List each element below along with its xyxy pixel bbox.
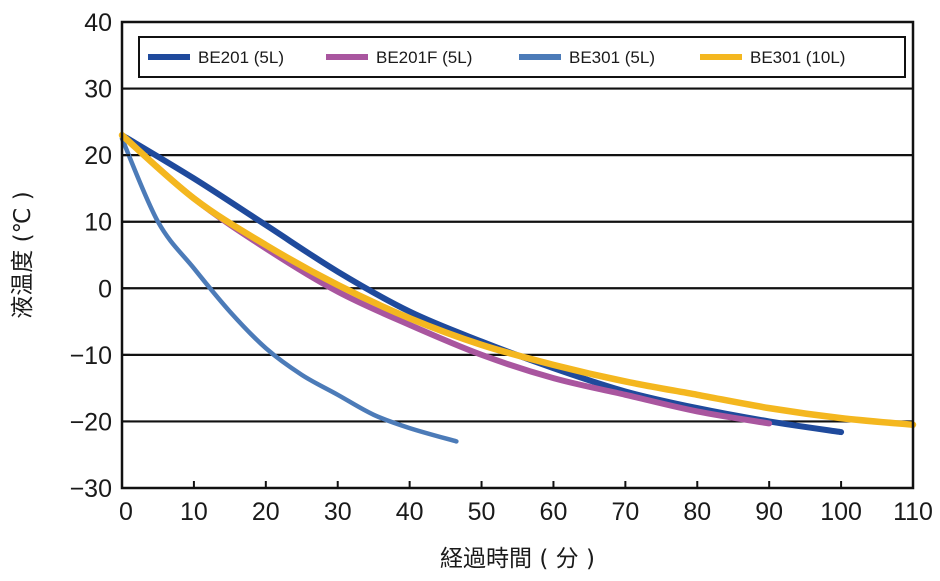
legend-label: BE201 (5L) (198, 48, 284, 67)
x-tick-label: 70 (611, 498, 639, 526)
y-tick-label: −30 (70, 475, 112, 503)
x-tick-label: 90 (755, 498, 783, 526)
y-tick-label: −20 (70, 408, 112, 436)
y-tick-label: 20 (84, 142, 112, 170)
x-tick-label: 80 (683, 498, 711, 526)
x-tick-label: 20 (252, 498, 280, 526)
legend: BE201 (5L) BE201F (5L) BE301 (5L) BE301 (10… (138, 36, 906, 78)
legend-label: BE201F (5L) (376, 48, 472, 67)
x-axis-ticks: 0 10 20 30 40 50 60 70 80 90 100 110 (119, 481, 933, 526)
y-tick-label: −10 (70, 342, 112, 370)
y-tick-label: 10 (84, 209, 112, 237)
plot-frame (120, 20, 915, 490)
legend-label: BE301 (10L) (750, 48, 845, 67)
y-tick-label: 0 (98, 275, 112, 303)
y-axis-title: 液温度 (℃ ) (10, 191, 36, 318)
x-tick-label: 0 (119, 498, 133, 526)
series-lines (118, 131, 917, 444)
x-axis-title: 経過時間 ( 分 ) (440, 546, 595, 572)
gridlines (122, 87, 913, 423)
x-tick-label: 50 (468, 498, 496, 526)
y-tick-label: 30 (84, 76, 112, 104)
series-line-0 (119, 132, 845, 436)
x-tick-label: 10 (180, 498, 208, 526)
x-tick-label: 110 (893, 498, 933, 526)
x-tick-label: 60 (540, 498, 568, 526)
series-line-1 (119, 132, 773, 427)
legend-label: BE301 (5L) (569, 48, 655, 67)
x-tick-label: 40 (396, 498, 424, 526)
series-line-3 (118, 131, 917, 429)
y-tick-label: 40 (84, 9, 112, 37)
y-axis-ticks: 40 30 20 10 0 −10 −20 −30 (70, 9, 130, 503)
series-line-2 (119, 136, 459, 444)
x-tick-label: 30 (324, 498, 352, 526)
x-tick-label: 100 (820, 498, 862, 526)
